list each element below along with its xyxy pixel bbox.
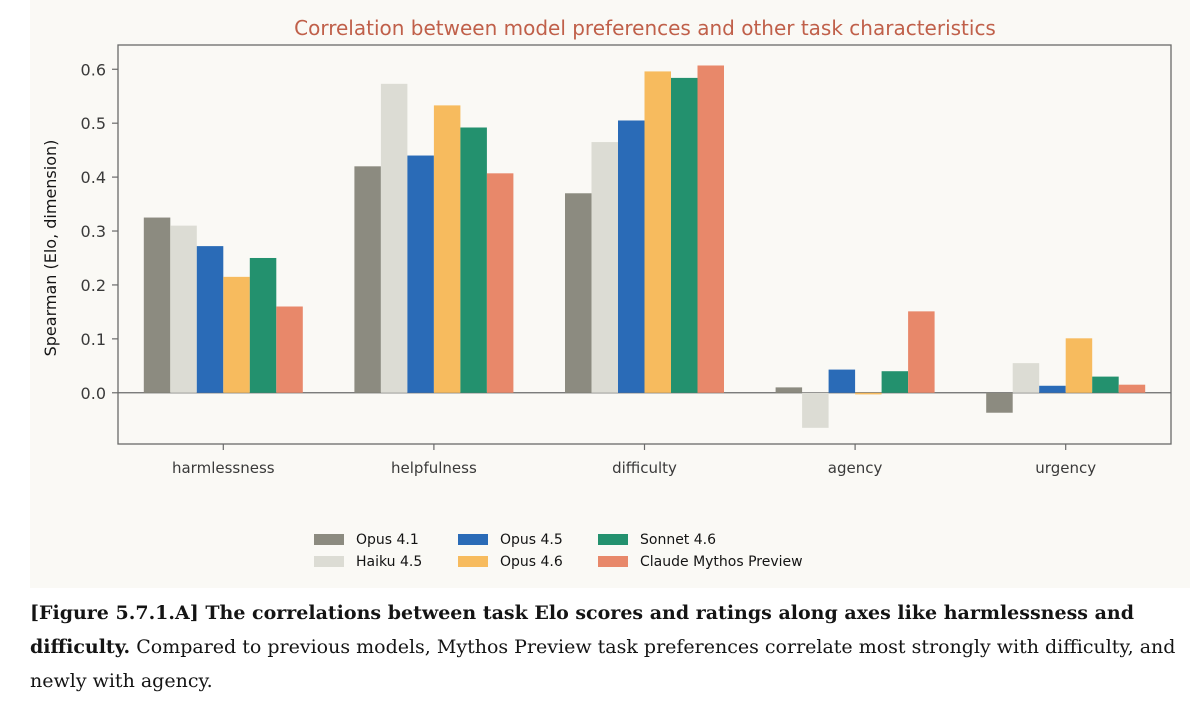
legend-swatch-haiku-4.5 — [314, 556, 344, 567]
bar-urgency-claude-mythos-preview — [1118, 384, 1146, 393]
caption-figure-label: [Figure 5.7.1.A] — [30, 602, 199, 624]
bar-harmlessness-claude-mythos-preview — [276, 306, 303, 393]
bar-difficulty-opus-4.5 — [618, 120, 645, 393]
x-tick-label-harmlessness: harmlessness — [172, 459, 275, 477]
bar-harmlessness-sonnet-4.6 — [249, 257, 277, 393]
y-tick-label: 0.1 — [81, 330, 106, 349]
x-tick-label-agency: agency — [828, 459, 883, 477]
bar-urgency-opus-4.1 — [986, 392, 1013, 413]
bar-difficulty-sonnet-4.6 — [671, 77, 698, 393]
y-tick-label: 0.5 — [81, 114, 106, 133]
bar-helpfulness-sonnet-4.6 — [460, 127, 487, 393]
y-tick-label: 0.2 — [81, 276, 106, 295]
bar-helpfulness-opus-4.5 — [407, 155, 434, 393]
bar-agency-opus-4.5 — [828, 369, 856, 393]
legend-swatch-opus-4.5 — [458, 534, 488, 545]
bar-harmlessness-opus-4.6 — [223, 276, 250, 393]
bar-helpfulness-opus-4.6 — [433, 105, 461, 393]
caption-bold-text: The correlations between task Elo scores… — [30, 602, 1134, 658]
bar-agency-sonnet-4.6 — [881, 371, 909, 393]
legend-label-sonnet-4.6: Sonnet 4.6 — [640, 532, 716, 548]
y-tick-label: 0.6 — [81, 60, 106, 79]
legend-swatch-opus-4.6 — [458, 556, 488, 567]
figure-caption: [Figure 5.7.1.A] The correlations betwee… — [30, 596, 1180, 698]
bar-agency-opus-4.6 — [855, 392, 882, 395]
bar-helpfulness-claude-mythos-preview — [486, 173, 514, 393]
chart-title: Correlation between model preferences an… — [294, 16, 996, 40]
x-tick-label-helpfulness: helpfulness — [391, 459, 477, 477]
bar-helpfulness-haiku-4.5 — [380, 83, 408, 393]
caption-body-text: Compared to previous models, Mythos Prev… — [30, 636, 1176, 692]
x-tick-label-urgency: urgency — [1035, 459, 1096, 477]
bar-helpfulness-opus-4.1 — [354, 166, 381, 393]
y-tick-label: 0.3 — [81, 222, 106, 241]
legend-label-opus-4.1: Opus 4.1 — [356, 532, 419, 548]
legend-label-haiku-4.5: Haiku 4.5 — [356, 554, 422, 570]
bar-difficulty-haiku-4.5 — [591, 142, 618, 393]
bar-harmlessness-opus-4.1 — [143, 217, 171, 393]
y-tick-label: 0.0 — [81, 384, 106, 403]
bar-urgency-opus-4.6 — [1065, 338, 1093, 393]
legend: Opus 4.1 Haiku 4.5 Opus 4.5 Opus 4.6 Sonnet … — [314, 532, 803, 570]
bar-harmlessness-opus-4.5 — [196, 246, 224, 393]
legend-label-claude-mythos-preview: Claude Mythos Preview — [640, 554, 803, 570]
legend-swatch-sonnet-4.6 — [598, 534, 628, 545]
bar-chart: Correlation between model preferences an… — [41, 16, 1172, 570]
legend-label-opus-4.5: Opus 4.5 — [500, 532, 563, 548]
bar-agency-opus-4.1 — [775, 387, 803, 393]
bar-urgency-haiku-4.5 — [1012, 363, 1040, 393]
x-tick-label-difficulty: difficulty — [612, 459, 677, 477]
figure-panel: Correlation between model preferences an… — [30, 0, 1190, 588]
legend-label-opus-4.6: Opus 4.6 — [500, 554, 563, 570]
bar-agency-claude-mythos-preview — [908, 311, 935, 393]
plot-layer: 0.6 0.5 0.4 0.3 0.2 0.1 0.0 harmlessness helpful… — [81, 44, 1172, 477]
y-tick-label: 0.4 — [81, 168, 106, 187]
bar-urgency-sonnet-4.6 — [1092, 376, 1119, 393]
bar-difficulty-opus-4.6 — [644, 71, 671, 393]
bar-harmlessness-haiku-4.5 — [170, 225, 197, 393]
y-axis-label: Spearman (Elo, dimension) — [41, 140, 60, 357]
legend-swatch-opus-4.1 — [314, 534, 344, 545]
legend-swatch-claude-mythos-preview — [598, 556, 628, 567]
bar-difficulty-opus-4.1 — [565, 193, 592, 393]
bar-agency-haiku-4.5 — [802, 392, 829, 428]
bar-difficulty-claude-mythos-preview — [697, 65, 724, 393]
bar-urgency-opus-4.5 — [1039, 385, 1066, 393]
